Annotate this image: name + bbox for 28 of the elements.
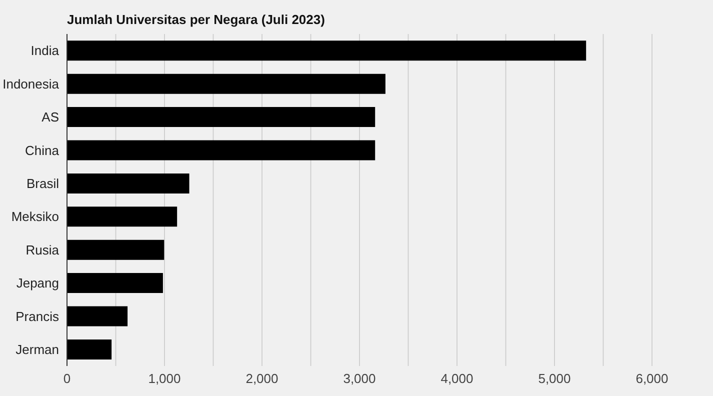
- y-tick-label: Jepang: [16, 276, 59, 291]
- y-tick-label: Prancis: [16, 308, 60, 324]
- bar: [67, 206, 178, 227]
- x-tick-label: 5,000: [538, 371, 571, 386]
- bar: [67, 107, 376, 128]
- bar: [67, 140, 376, 160]
- y-tick-label: AS: [42, 110, 60, 125]
- x-tick-label: 2,000: [246, 371, 278, 386]
- y-tick-label: India: [30, 43, 60, 58]
- bar: [67, 339, 112, 360]
- x-tick-label: 4,000: [440, 371, 474, 386]
- y-tick-label: Meksiko: [11, 209, 59, 224]
- bar: [67, 40, 586, 61]
- x-tick-label: 0: [63, 371, 71, 386]
- bar: [67, 173, 190, 194]
- bar: [67, 306, 128, 326]
- x-tick-label: 6,000: [636, 371, 668, 386]
- x-tick-label: 3,000: [343, 371, 376, 386]
- y-tick-label: Indonesia: [2, 76, 60, 92]
- y-tick-label: Jerman: [16, 342, 59, 358]
- chart-title: Jumlah Universitas per Negara (Juli 2023): [66, 11, 326, 29]
- y-tick-label: Rusia: [26, 242, 60, 258]
- y-tick-label: China: [25, 142, 60, 158]
- bar: [67, 74, 386, 94]
- bar: [67, 273, 163, 294]
- x-tick-label: 1,000: [148, 371, 181, 386]
- bar: [67, 240, 164, 260]
- y-tick-label: Brasil: [26, 176, 60, 192]
